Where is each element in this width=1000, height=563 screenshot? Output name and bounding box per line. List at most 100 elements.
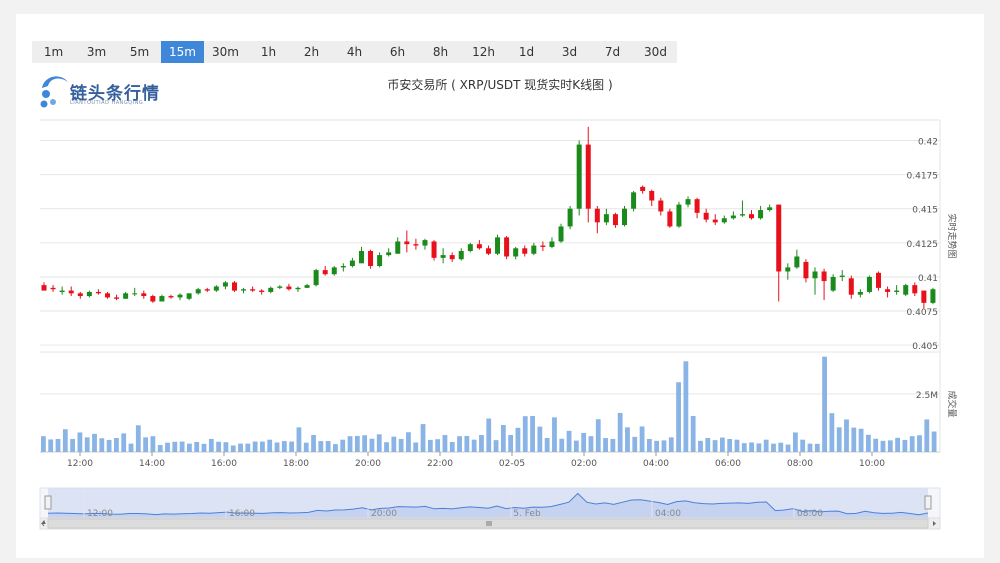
candle-body: [331, 267, 337, 275]
candle-body: [531, 245, 537, 254]
candle-body: [522, 248, 528, 254]
volume-bar: [836, 427, 842, 452]
candle-body: [104, 293, 110, 298]
volume-bar: [325, 441, 331, 452]
candle-body: [549, 241, 555, 247]
candle-body: [358, 251, 364, 264]
tab-1m[interactable]: 1m: [43, 45, 64, 59]
candle-body: [730, 215, 736, 219]
x-tick-label: 04:00: [643, 459, 669, 469]
price-axis: 0.405 0.4075 0.41 0.4125 0.415 0.4175 0.42 2.5M…: [907, 137, 959, 417]
candle-body: [839, 275, 845, 277]
candle-body: [622, 208, 628, 226]
volume-bar: [873, 438, 879, 452]
grid-lines: [40, 119, 941, 453]
candle-body: [676, 204, 682, 227]
candle-body: [404, 241, 410, 245]
volume-bar: [347, 436, 353, 452]
candle-body: [585, 144, 591, 209]
volume-bar: [566, 430, 572, 452]
candle-body: [286, 286, 292, 290]
candle-body: [758, 210, 764, 219]
navigator-tick-label: 12:00: [87, 509, 113, 519]
tab-5m[interactable]: 5m: [129, 45, 150, 59]
tab-30d[interactable]: 30d: [644, 45, 667, 59]
navigator-tick-label: 5. Feb: [513, 509, 541, 519]
volume-bar: [610, 438, 616, 452]
volume-bar: [296, 427, 302, 452]
volume-bar: [887, 440, 893, 452]
candle-body: [894, 290, 900, 292]
tab-3d[interactable]: 3d: [561, 45, 578, 59]
volume-bar: [595, 419, 601, 452]
volume-bar: [165, 442, 170, 452]
volume-bar: [617, 412, 623, 452]
volume-bar: [719, 437, 725, 452]
volume-bar: [442, 435, 448, 452]
tab-15m[interactable]: 15m: [161, 41, 204, 63]
volume-bar: [537, 426, 543, 452]
price-tick-label: 0.42: [918, 137, 938, 147]
volume-bar: [690, 415, 696, 452]
price-tick-label: 0.41: [918, 274, 938, 284]
tab-6h[interactable]: 6h: [389, 45, 406, 59]
candle-body: [767, 207, 773, 211]
candle-body: [268, 287, 274, 292]
volume-bar: [354, 435, 360, 452]
tab-8h[interactable]: 8h: [432, 45, 449, 59]
candle-body: [749, 214, 755, 219]
volume-bar: [712, 440, 718, 452]
volume-bar: [70, 438, 76, 452]
tab-2h[interactable]: 2h: [303, 45, 320, 59]
candle-body: [304, 285, 310, 288]
tab-12h[interactable]: 12h: [472, 45, 495, 59]
candle-body: [567, 208, 573, 227]
candle-body: [95, 291, 101, 294]
volume-bar: [150, 436, 156, 452]
candle-body: [114, 297, 120, 299]
volume-bar: [625, 427, 630, 452]
chart-title: 币安交易所 ( XRP/USDT 现货实时K线图 ): [387, 78, 613, 92]
x-tick-label: 20:00: [355, 459, 381, 469]
volume-bar: [435, 439, 441, 452]
candle-body: [649, 190, 655, 201]
candle-body: [241, 289, 247, 291]
volume-bar: [639, 426, 645, 452]
x-tick-label: 08:00: [787, 459, 813, 469]
candle-body: [540, 245, 546, 247]
candle-body: [413, 244, 419, 246]
volume-bar: [698, 440, 703, 452]
candle-body: [50, 287, 56, 290]
tab-7d[interactable]: 7d: [604, 45, 621, 59]
navigator-tick-label: 04:00: [655, 509, 681, 519]
candle-body: [177, 294, 183, 298]
volume-bar: [106, 439, 112, 452]
volume-bar: [544, 438, 550, 452]
chart-card: [16, 14, 984, 558]
volume-bar: [260, 441, 265, 452]
candle-body: [785, 267, 791, 272]
volume-bar: [208, 438, 214, 452]
volume-bar: [223, 442, 229, 452]
volume-bar: [406, 432, 411, 452]
scroll-left-arrow-icon: [40, 520, 46, 527]
tab-1d[interactable]: 1d: [518, 45, 535, 59]
tab-4h[interactable]: 4h: [346, 45, 363, 59]
tab-3m[interactable]: 3m: [86, 45, 107, 59]
navigator[interactable]: 12:00 16:00 20:00 5. Feb 04:00 08:00: [39, 487, 941, 530]
candle-body: [912, 285, 918, 294]
tab-30m[interactable]: 30m: [212, 45, 239, 59]
tab-1h[interactable]: 1h: [260, 45, 277, 59]
volume-bar: [216, 441, 222, 452]
candle-body: [513, 248, 519, 257]
price-tick-label: 0.415: [912, 206, 938, 216]
candle-body: [703, 212, 709, 220]
candle-body: [449, 255, 455, 260]
candle-body: [59, 290, 65, 292]
navigator-handle-left: [44, 495, 52, 510]
volume-bar: [902, 439, 908, 452]
volume-bar: [822, 356, 827, 452]
volume-bar: [384, 442, 389, 452]
navigator-handle-right: [924, 495, 932, 510]
